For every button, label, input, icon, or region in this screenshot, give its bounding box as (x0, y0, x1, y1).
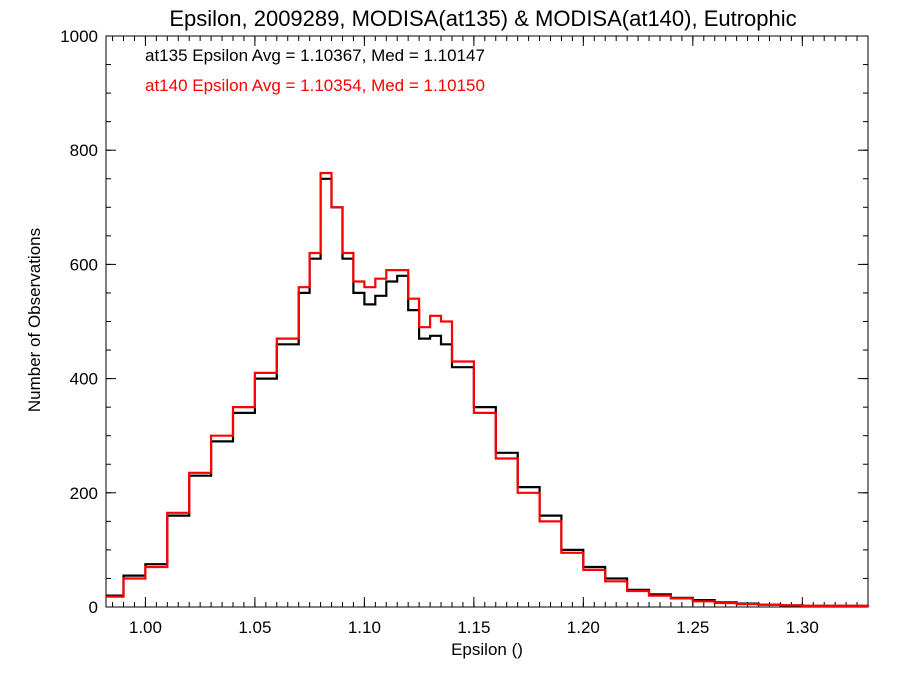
y-tick-label: 800 (70, 141, 98, 160)
y-axis-label: Number of Observations (25, 228, 44, 412)
y-axis: 0 200 400 600 800 1000 (60, 27, 868, 617)
annotation-at135: at135 Epsilon Avg = 1.10367, Med = 1.101… (145, 46, 485, 65)
x-tick-label: 1.25 (676, 618, 709, 637)
plot-frame (105, 35, 869, 608)
chart-title: Epsilon, 2009289, MODISA(at135) & MODISA… (169, 6, 796, 31)
x-tick-label: 1.00 (129, 618, 162, 637)
x-axis: 1.00 1.05 1.10 1.15 1.20 1.25 1.30 (112, 36, 869, 637)
y-tick-label: 400 (70, 370, 98, 389)
y-tick-label: 0 (89, 598, 98, 617)
plot-border (105, 35, 869, 608)
annotation-at140: at140 Epsilon Avg = 1.10354, Med = 1.101… (145, 76, 485, 95)
x-axis-label: Epsilon () (451, 640, 523, 659)
x-tick-label: 1.05 (238, 618, 271, 637)
x-tick-label: 1.30 (786, 618, 819, 637)
series-line-0 (106, 177, 870, 607)
x-tick-label: 1.10 (348, 618, 381, 637)
y-tick-label: 200 (70, 484, 98, 503)
y-tick-label: 1000 (60, 27, 98, 46)
x-tick-label: 1.15 (457, 618, 490, 637)
series-group (106, 171, 870, 607)
y-tick-label: 600 (70, 255, 98, 274)
series-line-1 (106, 171, 870, 607)
x-tick-label: 1.20 (567, 618, 600, 637)
